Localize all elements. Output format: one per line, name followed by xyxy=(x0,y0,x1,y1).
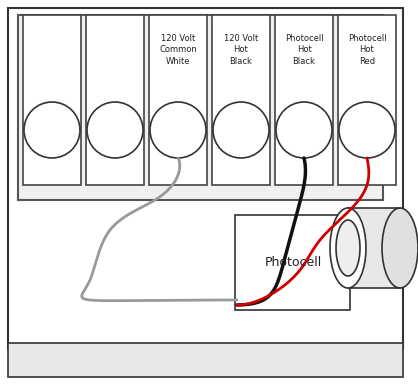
Bar xyxy=(348,208,400,288)
Circle shape xyxy=(24,102,80,158)
Bar xyxy=(212,15,270,185)
Text: Photocell
Hot
Black: Photocell Hot Black xyxy=(285,34,323,65)
Bar xyxy=(23,15,81,185)
Text: Photocell
Hot
Red: Photocell Hot Red xyxy=(348,34,386,65)
Text: Photocell: Photocell xyxy=(264,256,321,270)
Circle shape xyxy=(150,102,206,158)
Bar xyxy=(86,15,144,185)
Bar xyxy=(8,343,403,377)
Bar xyxy=(18,15,383,200)
Ellipse shape xyxy=(382,208,418,288)
Ellipse shape xyxy=(336,220,360,276)
Circle shape xyxy=(276,102,332,158)
Text: 120 Volt
Common
White: 120 Volt Common White xyxy=(159,34,197,65)
Text: 120 Volt
Hot
Black: 120 Volt Hot Black xyxy=(224,34,258,65)
Circle shape xyxy=(87,102,143,158)
Bar xyxy=(235,215,350,310)
Circle shape xyxy=(213,102,269,158)
Bar xyxy=(338,15,396,185)
Ellipse shape xyxy=(330,208,366,288)
Bar xyxy=(149,15,207,185)
Circle shape xyxy=(339,102,395,158)
Bar xyxy=(275,15,333,185)
Bar xyxy=(8,8,403,348)
